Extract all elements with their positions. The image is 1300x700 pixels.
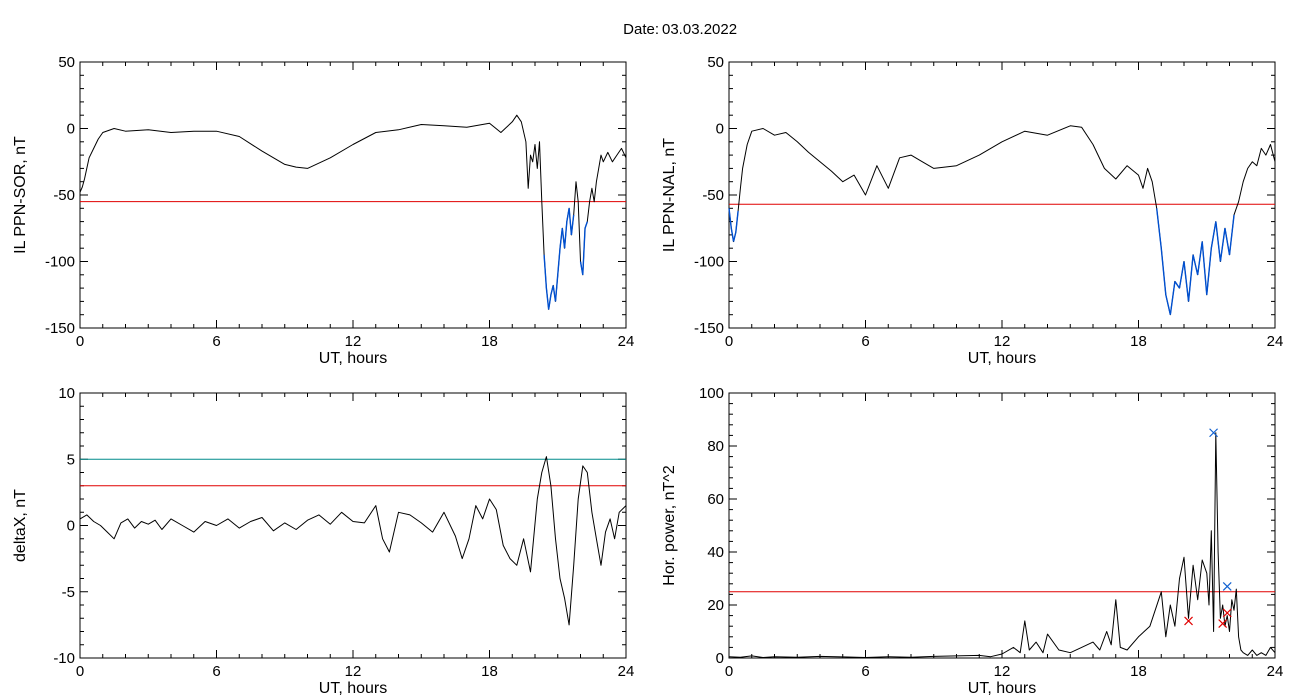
- x-tick-label: 12: [994, 333, 1011, 350]
- highlight-segment: [1169, 281, 1176, 315]
- cross-marker: [1218, 619, 1228, 628]
- y-tick-label: -50: [53, 187, 75, 204]
- panel-hor-power: 0 6 12 18 24 0 20 40 60 80 100 UT, hours Hor. power,…: [661, 385, 1283, 697]
- series-line: [79, 114, 627, 310]
- highlight-segment: [1160, 248, 1167, 295]
- x-axis-label: UT, hours: [319, 350, 387, 367]
- y-tick-label: 50: [58, 54, 75, 71]
- highlight-segment: [1219, 228, 1226, 262]
- highlight-segment: [730, 228, 735, 242]
- y-tick-label: -150: [694, 320, 724, 337]
- x-tick-label: 6: [861, 333, 869, 350]
- highlight-segment: [1156, 208, 1162, 249]
- x-tick-label: 12: [994, 663, 1011, 680]
- highlight-segment: [557, 248, 561, 275]
- date-value: 03.03.2022: [662, 21, 737, 38]
- highlight-segment: [1206, 248, 1212, 295]
- y-tick-label: -5: [62, 584, 75, 601]
- highlight-segment: [559, 228, 563, 249]
- highlight-segment: [545, 288, 550, 310]
- y-tick-label: 80: [707, 438, 724, 455]
- panel-il-ppn-nal: 0 6 12 18 24 -150 -100 -50 0 50 UT, hours IL PPN-NA…: [661, 54, 1283, 367]
- highlight-segment: [728, 208, 732, 229]
- x-tick-label: 12: [345, 663, 362, 680]
- highlight-segment: [570, 214, 575, 235]
- y-tick-label: -150: [45, 320, 75, 337]
- y-tick-label: 100: [699, 385, 724, 402]
- highlight-segment: [543, 254, 548, 289]
- y-tick-label: 0: [67, 518, 75, 535]
- highlight-segment: [1196, 241, 1203, 275]
- x-tick-label: 18: [1130, 663, 1147, 680]
- y-axis-label: deltaX, nT: [12, 489, 29, 562]
- y-tick-label: 0: [716, 650, 724, 667]
- y-tick-label: 10: [58, 385, 75, 402]
- figure-title: Date: 03.03.2022: [623, 21, 737, 38]
- highlight-segment: [1210, 221, 1217, 249]
- y-tick-label: 5: [67, 451, 75, 468]
- y-tick-label: 0: [67, 121, 75, 138]
- highlight-segment: [1201, 241, 1208, 295]
- cross-marker: [1222, 608, 1232, 618]
- x-axis-label: UT, hours: [319, 680, 387, 697]
- highlight-segment: [568, 208, 573, 235]
- highlight-segment: [1215, 221, 1222, 262]
- highlight-segment: [563, 221, 568, 249]
- x-axis-label: UT, hours: [968, 680, 1036, 697]
- highlight-segment: [547, 294, 552, 310]
- y-tick-label: -50: [702, 187, 724, 204]
- x-tick-label: 12: [345, 333, 362, 350]
- y-tick-label: 60: [707, 491, 724, 508]
- x-tick-label: 6: [861, 663, 869, 680]
- panel-deltax: 0 6 12 18 24 -10 -5 0 5 10 UT, hours deltaX, nT: [12, 385, 634, 697]
- x-tick-label: 18: [481, 663, 498, 680]
- y-axis-label: IL PPN-NAL, nT: [661, 138, 678, 252]
- y-tick-label: -10: [53, 650, 75, 667]
- highlight-segment: [1228, 214, 1235, 255]
- highlight-segment: [1178, 261, 1185, 289]
- x-tick-label: 0: [76, 333, 84, 350]
- x-tick-label: 6: [212, 333, 220, 350]
- y-axis-label: Hor. power, nT^2: [661, 465, 678, 586]
- x-tick-label: 0: [725, 663, 733, 680]
- y-tick-label: -100: [45, 254, 75, 271]
- highlight-segment: [554, 274, 559, 302]
- highlight-segment: [735, 210, 739, 233]
- highlight-segment: [1165, 294, 1172, 315]
- y-tick-label: -100: [694, 254, 724, 271]
- series-line: [79, 456, 627, 626]
- highlight-segment: [584, 221, 588, 229]
- x-tick-label: 0: [76, 663, 84, 680]
- y-tick-label: 40: [707, 544, 724, 561]
- x-tick-label: 18: [481, 333, 498, 350]
- y-tick-label: 50: [707, 54, 724, 71]
- x-tick-label: 24: [1267, 663, 1284, 680]
- y-tick-label: 0: [716, 121, 724, 138]
- x-tick-label: 24: [618, 663, 635, 680]
- cross-marker: [1209, 428, 1218, 438]
- highlight-segment: [1174, 281, 1181, 289]
- series-line: [728, 432, 1276, 658]
- highlight-segment: [1183, 261, 1190, 302]
- highlight-segment: [732, 232, 737, 242]
- x-tick-label: 18: [1130, 333, 1147, 350]
- x-tick-label: 6: [212, 663, 220, 680]
- y-tick-label: 20: [707, 597, 724, 614]
- cross-marker: [1184, 616, 1193, 626]
- highlight-segment: [582, 228, 586, 275]
- cross-marker: [1222, 582, 1232, 591]
- x-tick-label: 24: [618, 333, 635, 350]
- x-tick-label: 24: [1267, 333, 1284, 350]
- highlight-segment: [1192, 254, 1199, 275]
- highlight-segment: [1187, 254, 1194, 302]
- highlight-segment: [1224, 228, 1231, 255]
- y-axis-label: IL PPN-SOR, nT: [12, 136, 29, 254]
- panel-il-ppn-sor: 0 6 12 18 24 -150 -100 -50 0 50 UT, hours IL PPN-SO…: [12, 54, 634, 367]
- x-axis-label: UT, hours: [968, 350, 1036, 367]
- date-label: Date:: [623, 21, 659, 38]
- x-tick-label: 0: [725, 333, 733, 350]
